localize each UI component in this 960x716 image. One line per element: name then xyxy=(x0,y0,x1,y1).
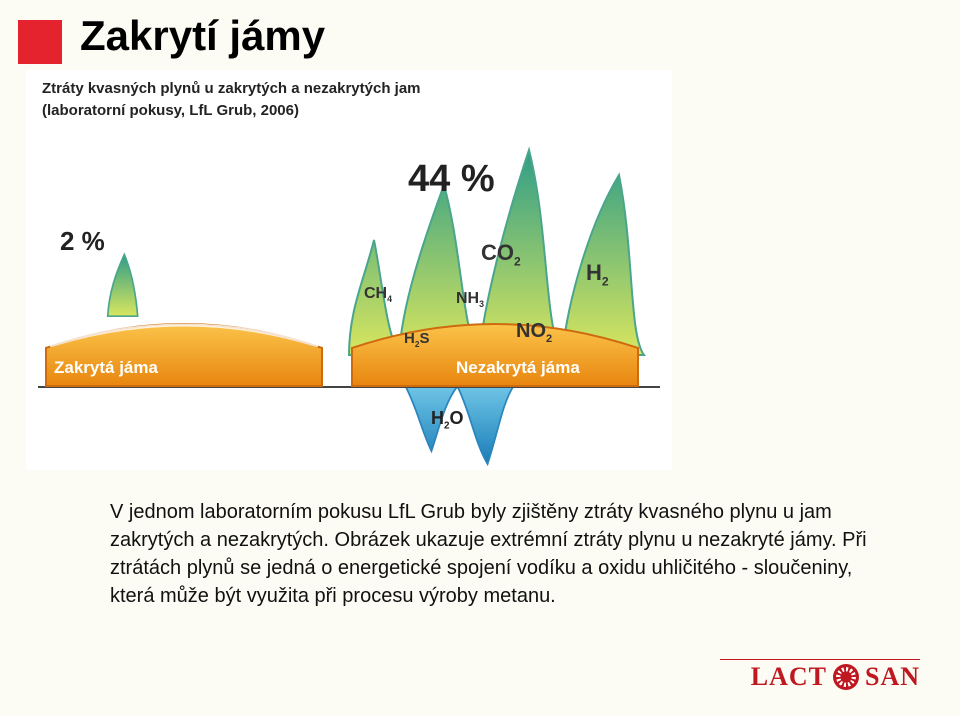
logo-left-text: LACT xyxy=(751,662,827,692)
diagram-subtitle-1: Ztráty kvasných plynů u zakrytých a neza… xyxy=(42,80,421,97)
gas-h2: H2 xyxy=(586,260,609,288)
flame-left-small xyxy=(101,246,151,328)
logo-divider xyxy=(720,659,920,660)
percent-left: 2 % xyxy=(60,226,105,257)
page-title: Zakrytí jámy xyxy=(80,12,325,60)
gas-h2s: H2S xyxy=(404,330,429,349)
diagram-subtitle-2: (laboratorní pokusy, LfL Grub, 2006) xyxy=(42,102,299,119)
pit-label-left: Zakrytá jáma xyxy=(54,358,158,378)
accent-square xyxy=(18,20,62,64)
gas-nh3: NH3 xyxy=(456,290,484,309)
gas-h2o: H2O xyxy=(431,408,464,432)
gas-co2: CO2 xyxy=(481,240,521,268)
diagram-panel: Ztráty kvasných plynů u zakrytých a neza… xyxy=(26,70,672,470)
gas-no2: NO2 xyxy=(516,320,552,345)
logo-right-text: SAN xyxy=(865,662,920,692)
gas-ch4: CH4 xyxy=(364,285,392,304)
body-paragraph: V jednom laboratorním pokusu LfL Grub by… xyxy=(110,498,890,610)
pit-label-right: Nezakrytá jáma xyxy=(456,358,580,378)
logo: LACT SAN xyxy=(751,662,920,692)
logo-disc-icon xyxy=(833,664,859,690)
percent-right: 44 % xyxy=(408,158,495,201)
